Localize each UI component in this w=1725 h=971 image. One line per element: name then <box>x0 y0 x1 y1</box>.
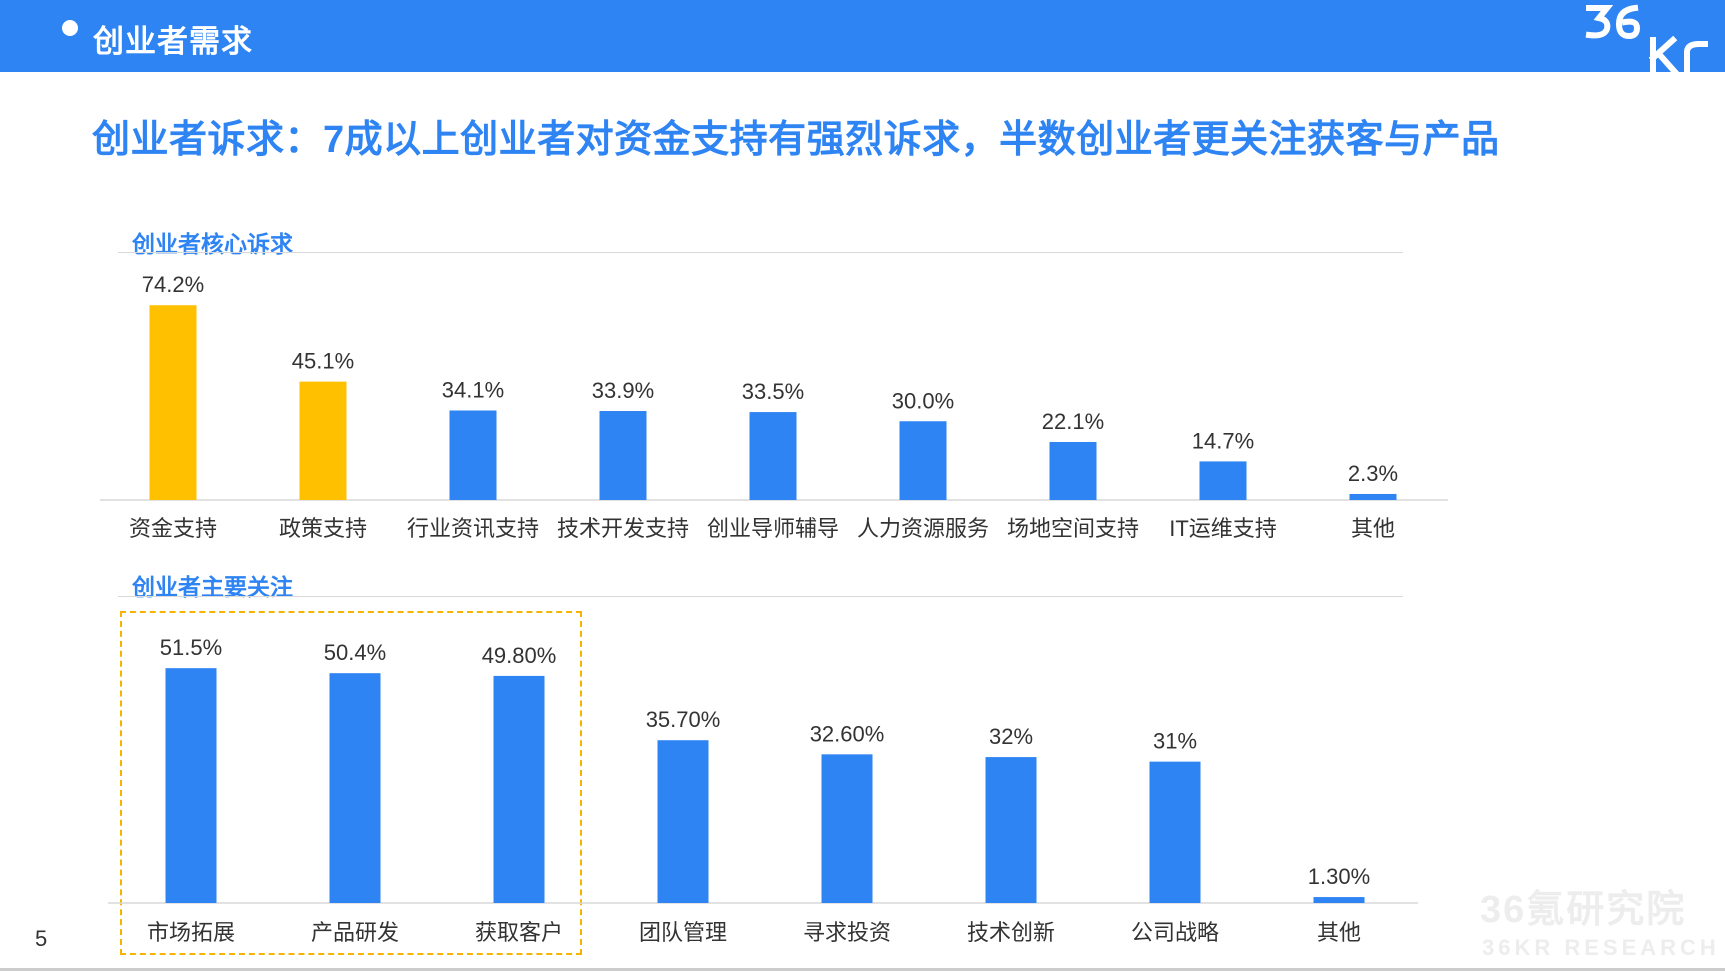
chart1-data-label: 74.2% <box>142 272 204 297</box>
chart2-category-label: 技术创新 <box>967 920 1055 945</box>
chart2-bar <box>821 754 873 903</box>
page-headline: 创业者诉求：7成以上创业者对资金支持有强烈诉求，半数创业者更关注获客与产品 <box>92 119 1500 161</box>
chart1-bar <box>149 305 197 500</box>
chart2-bar <box>1149 761 1201 903</box>
chart2-title: 创业者主要关注 <box>132 574 293 600</box>
chart1-data-label: 30.0% <box>892 388 954 413</box>
chart1-category-label: 创业导师辅导 <box>707 516 839 541</box>
chart1-category-label: 场地空间支持 <box>1007 516 1139 541</box>
page-number: 5 <box>35 926 48 951</box>
chart2-category-label: 团队管理 <box>639 920 727 945</box>
chart1-bar <box>1049 441 1097 500</box>
top3-highlight-box <box>120 611 582 955</box>
chart1-bar <box>299 381 347 500</box>
chart1-title-divider <box>118 252 1403 253</box>
chart2-data-label: 1.30% <box>1308 864 1370 889</box>
chart2-data-label: 51.5% <box>160 635 222 660</box>
watermark-en: 36KR RESEARCH <box>1482 935 1720 960</box>
chart2-data-label: 50.4% <box>324 640 386 665</box>
chart2-category-label: 公司战略 <box>1131 920 1219 945</box>
brand-logo <box>1575 0 1725 77</box>
chart1: 74.2% 资金支持 45.1% 政策支持 34.1% 行业资讯支持 33.9% 技术开发支持… <box>100 272 1448 541</box>
chart1-data-label: 2.3% <box>1348 461 1398 486</box>
chart2-data-label: 32.60% <box>810 721 885 746</box>
chart1-data-label: 22.1% <box>1042 409 1104 434</box>
chart2-bar <box>985 757 1037 903</box>
chart1-data-label: 34.1% <box>442 377 504 402</box>
chart2-category-label: 产品研发 <box>311 920 399 945</box>
chart1-data-label: 33.9% <box>592 378 654 403</box>
chart1-category-label: 行业资讯支持 <box>407 516 539 541</box>
chart1-bar <box>449 410 497 500</box>
chart1-category-label: 政策支持 <box>279 516 367 541</box>
section-title: 创业者需求 <box>93 24 253 59</box>
chart2-data-label: 49.80% <box>482 643 557 668</box>
bullet-dot-icon <box>62 20 78 36</box>
chart2-category-label: 市场拓展 <box>147 920 235 945</box>
chart2-data-label: 32% <box>989 724 1033 749</box>
chart1-data-label: 14.7% <box>1192 428 1254 453</box>
chart2-data-label: 35.70% <box>646 707 721 732</box>
chart1-bar <box>1349 493 1397 500</box>
chart2-category-label: 获取客户 <box>475 920 563 945</box>
chart2-bar <box>493 675 545 903</box>
chart2-bar <box>165 668 217 903</box>
chart2: 51.5% 市场拓展 50.4% 产品研发 49.80% 获取客户 35.70% 团队管理 32… <box>108 635 1418 945</box>
header-bar: 创业者需求 <box>0 0 1725 77</box>
chart2-title-divider <box>118 596 1403 597</box>
chart1-category-label: 资金支持 <box>129 516 217 541</box>
chart1-data-label: 33.5% <box>742 379 804 404</box>
chart2-bar <box>1313 897 1365 903</box>
chart1-category-label: IT运维支持 <box>1169 516 1277 541</box>
watermark-cn: 36氪研究院 <box>1480 889 1687 931</box>
chart2-data-label: 31% <box>1153 729 1197 754</box>
chart1-bar <box>899 421 947 500</box>
36kr-logo-icon <box>1585 4 1708 77</box>
bottom-border <box>0 968 1725 971</box>
chart2-category-label: 其他 <box>1317 920 1361 945</box>
chart2-bar <box>657 740 709 903</box>
chart2-category-label: 寻求投资 <box>803 920 891 945</box>
chart1-bar <box>749 412 797 500</box>
chart1-bar <box>1199 461 1247 500</box>
chart1-data-label: 45.1% <box>292 349 354 374</box>
watermark: 36氪研究院 36KR RESEARCH <box>1480 878 1720 961</box>
chart1-category-label: 技术开发支持 <box>557 516 689 541</box>
chart1-category-label: 其他 <box>1351 516 1395 541</box>
chart1-category-label: 人力资源服务 <box>857 516 989 541</box>
chart1-bar <box>599 411 647 500</box>
chart2-bar <box>329 673 381 903</box>
